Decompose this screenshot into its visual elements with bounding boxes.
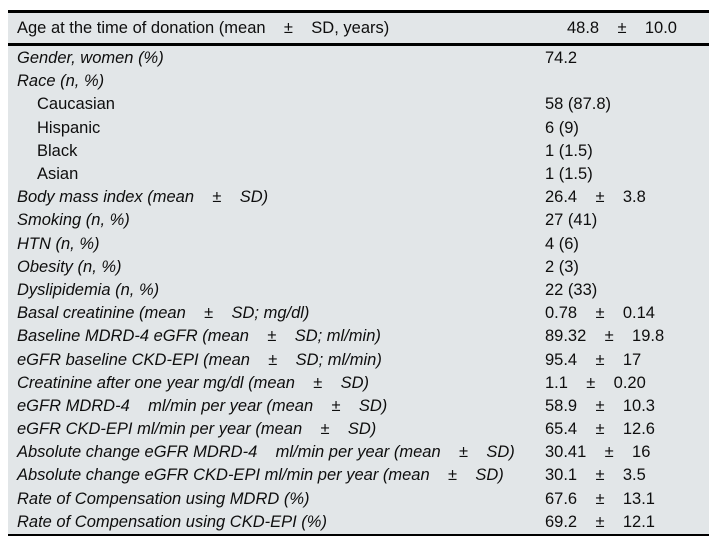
- row-label: Smoking (n, %): [17, 211, 130, 230]
- row-label: eGFR baseline CKD-EPI (mean ± SD; ml/min…: [17, 350, 382, 369]
- row-value: 22 (33): [545, 280, 598, 299]
- table-row: HTN (n, %) 4 (6): [8, 233, 709, 256]
- row-label: Gender, women (%): [17, 49, 164, 68]
- header-row-label: Age at the time of donation (mean ± SD, …: [17, 18, 390, 37]
- row-value: 1 (1.5): [545, 141, 593, 160]
- row-value: 89.32 ± 19.8: [545, 327, 665, 346]
- table-row: eGFR CKD-EPI ml/min per year (mean ± SD)…: [8, 418, 709, 441]
- table-row: eGFR baseline CKD-EPI (mean ± SD; ml/min…: [8, 348, 709, 371]
- row-value: 1 (1.5): [545, 165, 593, 184]
- row-label: eGFR MDRD-4 ml/min per year (mean ± SD): [17, 396, 388, 415]
- table-row: eGFR MDRD-4 ml/min per year (mean ± SD) …: [8, 395, 709, 418]
- row-value: 65.4 ± 12.6: [545, 420, 655, 439]
- table-row: Black 1 (1.5): [8, 140, 709, 163]
- table-row: Baseline MDRD-4 eGFR (mean ± SD; ml/min)…: [8, 325, 709, 348]
- row-label: Asian: [37, 165, 79, 184]
- table-row: Race (n, %): [8, 70, 709, 93]
- table-row: Gender, women (%) 74.2: [8, 47, 709, 70]
- table-row: Creatinine after one year mg/dl (mean ± …: [8, 372, 709, 395]
- row-label: Body mass index (mean ± SD): [17, 188, 269, 207]
- table-row: Rate of Compensation using CKD-EPI (%) 6…: [8, 511, 709, 534]
- table-row: Caucasian 58 (87.8): [8, 93, 709, 116]
- row-value: 0.78 ± 0.14: [545, 304, 655, 323]
- table-row: Dyslipidemia (n, %) 22 (33): [8, 279, 709, 302]
- table-row: Hispanic 6 (9): [8, 117, 709, 140]
- row-value: 67.6 ± 13.1: [545, 489, 655, 508]
- row-value: 58.9 ± 10.3: [545, 396, 655, 415]
- row-label: Creatinine after one year mg/dl (mean ± …: [17, 373, 370, 392]
- row-value: 4 (6): [545, 234, 579, 253]
- row-label: Dyslipidemia (n, %): [17, 280, 160, 299]
- row-label: Black: [37, 141, 78, 160]
- row-value: 1.1 ± 0.20: [545, 373, 646, 392]
- donor-characteristics-table: Age at the time of donation (mean ± SD, …: [8, 10, 709, 536]
- row-label: Baseline MDRD-4 eGFR (mean ± SD; ml/min): [17, 327, 381, 346]
- header-row-value: 48.8 ± 10.0: [567, 18, 677, 37]
- row-label: Race (n, %): [17, 72, 105, 91]
- row-label: Rate of Compensation using MDRD (%): [17, 489, 310, 508]
- row-value: 30.1 ± 3.5: [545, 466, 646, 485]
- row-value: 6 (9): [545, 118, 579, 137]
- row-value: 2 (3): [545, 257, 579, 276]
- row-value: 95.4 ± 17: [545, 350, 642, 369]
- row-value: 74.2: [545, 49, 578, 68]
- table-row: Obesity (n, %) 2 (3): [8, 256, 709, 279]
- row-label: Absolute change eGFR CKD-EPI ml/min per …: [17, 466, 504, 485]
- row-label: Rate of Compensation using CKD-EPI (%): [17, 512, 327, 531]
- table-row: Absolute change eGFR MDRD-4 ml/min per y…: [8, 441, 709, 464]
- row-label: eGFR CKD-EPI ml/min per year (mean ± SD): [17, 420, 377, 439]
- row-value: 27 (41): [545, 211, 598, 230]
- table-body: Gender, women (%) 74.2 Race (n, %) Cauca…: [8, 46, 709, 534]
- row-label: Basal creatinine (mean ± SD; mg/dl): [17, 304, 310, 323]
- table-row: Absolute change eGFR CKD-EPI ml/min per …: [8, 464, 709, 487]
- table-row: Body mass index (mean ± SD) 26.4 ± 3.8: [8, 186, 709, 209]
- table-row: Basal creatinine (mean ± SD; mg/dl) 0.78…: [8, 302, 709, 325]
- row-label: Caucasian: [37, 95, 115, 114]
- row-value: 58 (87.8): [545, 95, 612, 114]
- table-row: Smoking (n, %) 27 (41): [8, 209, 709, 232]
- row-label: Obesity (n, %): [17, 257, 122, 276]
- table-header-row: Age at the time of donation (mean ± SD, …: [8, 13, 709, 46]
- table-row: Rate of Compensation using MDRD (%) 67.6…: [8, 488, 709, 511]
- row-label: HTN (n, %): [17, 234, 100, 253]
- table-row: Asian 1 (1.5): [8, 163, 709, 186]
- row-value: 30.41 ± 16: [545, 443, 651, 462]
- row-value: 69.2 ± 12.1: [545, 512, 655, 531]
- row-label: Hispanic: [37, 118, 101, 137]
- row-label: Absolute change eGFR MDRD-4 ml/min per y…: [17, 443, 515, 462]
- row-value: 26.4 ± 3.8: [545, 188, 646, 207]
